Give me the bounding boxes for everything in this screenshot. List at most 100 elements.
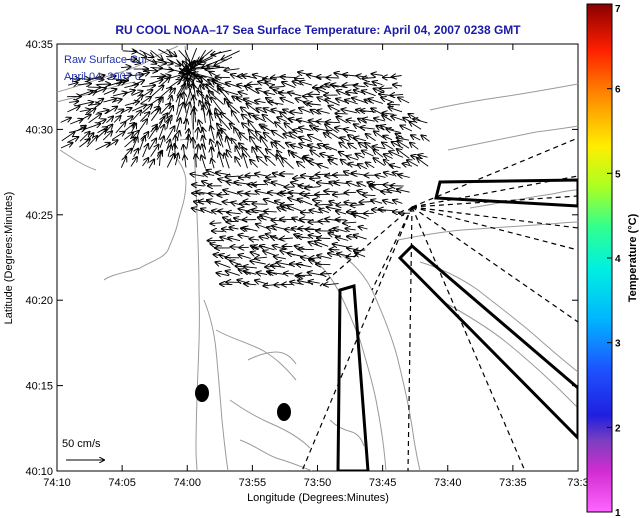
current-vector [305,187,321,189]
current-vector [79,110,90,112]
colorbar-tick-label: 5 [615,169,621,180]
chart-title: RU COOL NOAA–17 Sea Surface Temperature:… [115,23,521,37]
current-vector [297,162,306,169]
current-vector [275,122,287,134]
current-vector [122,51,137,52]
y-tick-label: 40:35 [25,39,53,51]
current-vector [94,88,105,94]
current-vector [344,129,357,132]
current-vector [348,144,358,150]
current-vector [421,135,430,142]
current-vector [327,131,341,140]
current-vector [210,223,222,224]
current-vector [268,192,278,193]
current-vector [158,68,173,70]
current-vector [373,146,386,148]
current-vector [260,137,269,149]
current-vector [342,109,357,113]
current-vector [166,58,181,66]
current-vector [227,102,240,114]
current-vector [417,158,429,167]
annotation-line-1: Raw Surface Cur [64,54,148,66]
x-tick-label: 73:50 [304,477,332,489]
colorbar-tick-label: 4 [615,254,621,265]
current-vector [328,106,340,112]
current-vector [383,113,395,115]
current-vector [88,114,102,124]
current-vector [106,117,113,124]
current-vector [235,157,242,167]
current-vector [310,178,321,179]
current-vector [132,49,147,57]
current-vector [78,115,91,122]
current-vector [232,111,240,124]
current-vector [176,94,181,115]
current-vector [281,77,296,78]
current-vector [268,102,284,105]
x-tick-label: 74:00 [173,477,201,489]
current-vector [187,135,189,149]
current-vector [139,136,145,151]
current-vector [411,135,421,141]
current-vector [111,132,124,140]
current-vector [388,104,401,105]
current-vector [355,253,366,257]
current-vector [264,133,275,142]
current-vector [243,228,258,232]
current-vector [384,154,393,158]
current-vector [326,122,341,123]
current-vector [201,155,206,169]
current-vector [288,92,302,96]
current-vector [307,104,321,105]
current-vector [142,70,157,71]
current-vector [280,238,293,239]
current-vector [130,80,144,87]
current-vector [324,145,338,151]
current-vector [157,59,173,64]
current-vector [374,118,386,121]
current-vector [308,272,323,275]
current-vector [139,49,154,57]
current-vector [142,90,153,97]
y-axis-label: Latitude (Degrees:Minutes) [3,192,15,325]
x-tick-label: 73:40 [434,477,462,489]
current-vector [211,49,232,55]
current-vector [239,255,251,259]
current-vector [287,206,302,212]
current-vector [77,78,90,79]
current-vector [226,137,231,151]
current-vector [105,107,118,115]
current-vector [336,220,347,221]
current-vector [124,133,133,140]
x-tick-label: 73:45 [369,477,397,489]
current-vector [234,128,242,141]
current-vector [207,200,222,206]
current-vector [376,175,386,177]
current-vector [215,56,233,65]
current-vector [150,108,160,121]
current-vector [223,190,239,195]
colorbar-ticks: 1 2 3 4 5 6 7 [607,3,621,518]
colorbar-tick-label: 7 [615,4,621,15]
current-vector [354,137,367,140]
current-vector [96,84,110,85]
current-vector [224,154,230,169]
current-vector [250,261,266,264]
coverage-spokes [301,137,578,471]
current-vector [68,137,78,143]
current-vector [87,104,100,106]
x-tick-label: 74:05 [108,477,136,489]
current-vector [158,48,172,56]
current-vector [224,69,240,71]
current-vector [103,89,117,95]
current-vector [343,222,357,223]
current-vector [315,241,329,247]
current-vector [166,48,177,56]
current-vector [148,127,157,140]
current-vector [77,126,86,132]
y-axis-ticks: 40:35 40:30 40:25 40:20 40:15 40:10 [25,39,578,478]
current-vector [363,195,376,196]
current-vector [347,120,356,121]
current-vector [298,199,313,206]
x-tick-label: 73:35 [499,477,527,489]
